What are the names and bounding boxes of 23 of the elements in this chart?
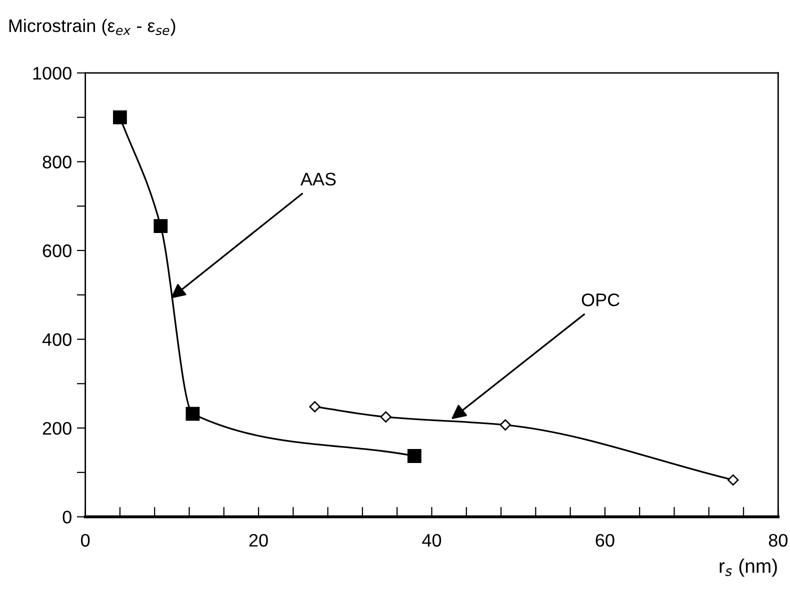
y-tick-label: 200 [42,422,72,435]
y-axis-title: Microstrain (ε$_{ex}$ - ε$_{se}$) [9,18,176,36]
point [186,406,200,421]
x-axis-title: r$_{s}$ (nm) [720,558,777,577]
x-tick-label: 0 [81,534,90,547]
point [728,474,739,486]
y-tick-label: 1000 [33,66,72,80]
x-tick-label: 40 [422,534,442,547]
x-tick-label: 20 [249,534,268,547]
y-tick-label: 800 [42,156,72,168]
y-tick-label: 0 [62,510,72,524]
annotation: AAS [300,172,336,186]
point [380,411,392,423]
x-tick-label: 60 [596,534,614,547]
annotation: OPC [582,293,620,306]
y-tick-label: 400 [42,333,72,346]
point [309,401,320,412]
point [154,219,168,234]
y-tick-label: 600 [42,244,72,258]
point [500,419,511,431]
point [407,449,422,463]
x-tick-label: 80 [768,534,788,547]
point [113,110,127,124]
